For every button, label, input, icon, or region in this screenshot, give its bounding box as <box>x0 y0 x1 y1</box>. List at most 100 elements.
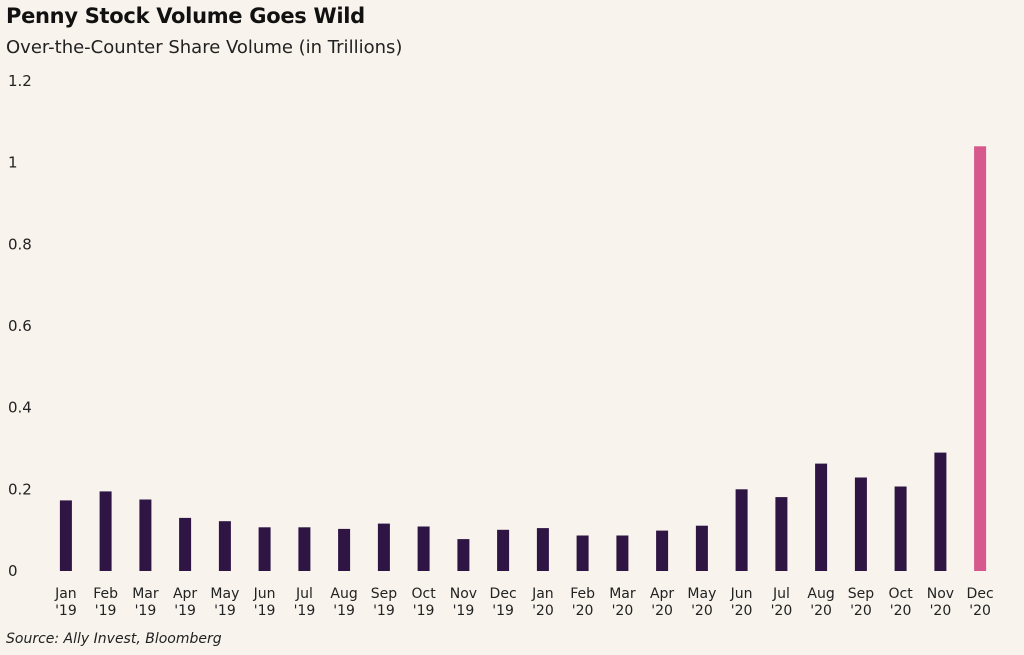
x-tick-label: Apr '19 <box>173 586 197 619</box>
y-tick-label: 1.2 <box>8 72 32 90</box>
x-tick-label: May '20 <box>687 586 716 619</box>
x-tick-year: '20 <box>612 603 634 619</box>
x-tick-month: Mar <box>609 586 636 602</box>
x-tick-month: Nov <box>927 586 954 602</box>
x-tick-year: '19 <box>254 603 276 619</box>
x-tick-label: Apr '20 <box>650 586 674 619</box>
y-tick-label: 0 <box>8 562 18 580</box>
x-tick-year: '19 <box>333 603 355 619</box>
x-tick-label: Nov '20 <box>927 586 954 619</box>
x-tick-year: '20 <box>810 603 832 619</box>
x-tick-label: Aug '20 <box>807 586 834 619</box>
bar <box>735 489 748 571</box>
bar <box>854 477 867 571</box>
x-tick-year: '20 <box>731 603 753 619</box>
x-tick-label: Dec '20 <box>967 586 994 619</box>
bar <box>338 528 351 571</box>
chart-subtitle: Over-the-Counter Share Volume (in Trilli… <box>6 37 403 58</box>
bar <box>894 486 907 571</box>
bar <box>576 535 589 571</box>
bar <box>656 530 669 571</box>
x-tick-month: Oct <box>888 586 913 602</box>
y-axis: 0 0.2 0.4 0.6 0.8 1 1.2 <box>8 72 32 580</box>
x-tick-label: Feb '19 <box>93 586 118 619</box>
x-tick-label: Oct '19 <box>411 586 436 619</box>
x-tick-month: Oct <box>411 586 436 602</box>
x-tick-label: Jun '20 <box>730 586 753 619</box>
x-tick-month: Apr <box>650 586 674 602</box>
bar <box>298 527 311 571</box>
x-tick-month: Sep <box>848 586 875 602</box>
x-tick-year: '19 <box>373 603 395 619</box>
x-tick-year: '19 <box>55 603 77 619</box>
x-tick-label: Jan '19 <box>54 586 77 619</box>
x-tick-month: Aug <box>807 586 834 602</box>
bars <box>59 146 987 572</box>
x-tick-month: Jul <box>772 586 790 602</box>
bar <box>139 499 152 571</box>
x-tick-year: '19 <box>135 603 157 619</box>
bar <box>695 525 708 571</box>
x-tick-year: '20 <box>771 603 793 619</box>
x-tick-label: Feb '20 <box>570 586 595 619</box>
x-tick-year: '20 <box>969 603 991 619</box>
bar <box>258 527 271 571</box>
x-tick-month: Jan <box>54 586 77 602</box>
x-tick-label: Nov '19 <box>450 586 477 619</box>
bar <box>497 529 510 571</box>
x-tick-month: May <box>210 586 239 602</box>
x-tick-label: Sep '19 <box>371 586 398 619</box>
bar <box>59 500 72 571</box>
x-tick-year: '19 <box>413 603 435 619</box>
x-tick-month: Jan <box>531 586 554 602</box>
y-tick-label: 1 <box>8 154 18 172</box>
x-tick-year: '19 <box>492 603 514 619</box>
x-tick-month: Nov <box>450 586 477 602</box>
x-tick-month: Sep <box>371 586 398 602</box>
x-tick-year: '19 <box>453 603 475 619</box>
bar <box>377 523 390 571</box>
x-tick-month: Dec <box>490 586 517 602</box>
chart-title: Penny Stock Volume Goes Wild <box>6 4 365 28</box>
x-tick-year: '20 <box>651 603 673 619</box>
bar <box>179 517 192 571</box>
x-tick-year: '20 <box>572 603 594 619</box>
x-tick-month: Jun <box>730 586 753 602</box>
y-tick-label: 0.6 <box>8 317 32 335</box>
bar <box>417 526 430 571</box>
x-tick-label: Sep '20 <box>848 586 875 619</box>
bar <box>934 452 947 571</box>
x-tick-label: Oct '20 <box>888 586 913 619</box>
bar <box>99 491 112 571</box>
x-tick-year: '19 <box>214 603 236 619</box>
x-tick-label: Mar '19 <box>132 586 159 619</box>
y-tick-label: 0.4 <box>8 399 32 417</box>
x-tick-month: Mar <box>132 586 159 602</box>
x-tick-year: '19 <box>174 603 196 619</box>
y-tick-label: 0.8 <box>8 235 32 253</box>
x-tick-year: '20 <box>850 603 872 619</box>
x-tick-label: Aug '19 <box>330 586 357 619</box>
x-tick-label: Dec '19 <box>490 586 517 619</box>
x-tick-month: Jun <box>253 586 276 602</box>
x-tick-month: Dec <box>967 586 994 602</box>
bar <box>457 539 470 571</box>
bar <box>974 146 987 572</box>
y-tick-label: 0.2 <box>8 480 32 498</box>
x-tick-year: '20 <box>532 603 554 619</box>
x-tick-month: Apr <box>173 586 197 602</box>
bar <box>775 497 788 571</box>
bar <box>815 463 828 571</box>
x-tick-label: May '19 <box>210 586 239 619</box>
x-tick-year: '20 <box>930 603 952 619</box>
x-tick-label: Jul '20 <box>771 586 793 619</box>
x-tick-year: '19 <box>95 603 117 619</box>
x-tick-year: '20 <box>691 603 713 619</box>
x-tick-month: Feb <box>93 586 118 602</box>
bar <box>218 521 231 571</box>
x-tick-month: May <box>687 586 716 602</box>
bar <box>536 528 549 571</box>
x-tick-label: Mar '20 <box>609 586 636 619</box>
bar <box>616 535 629 571</box>
